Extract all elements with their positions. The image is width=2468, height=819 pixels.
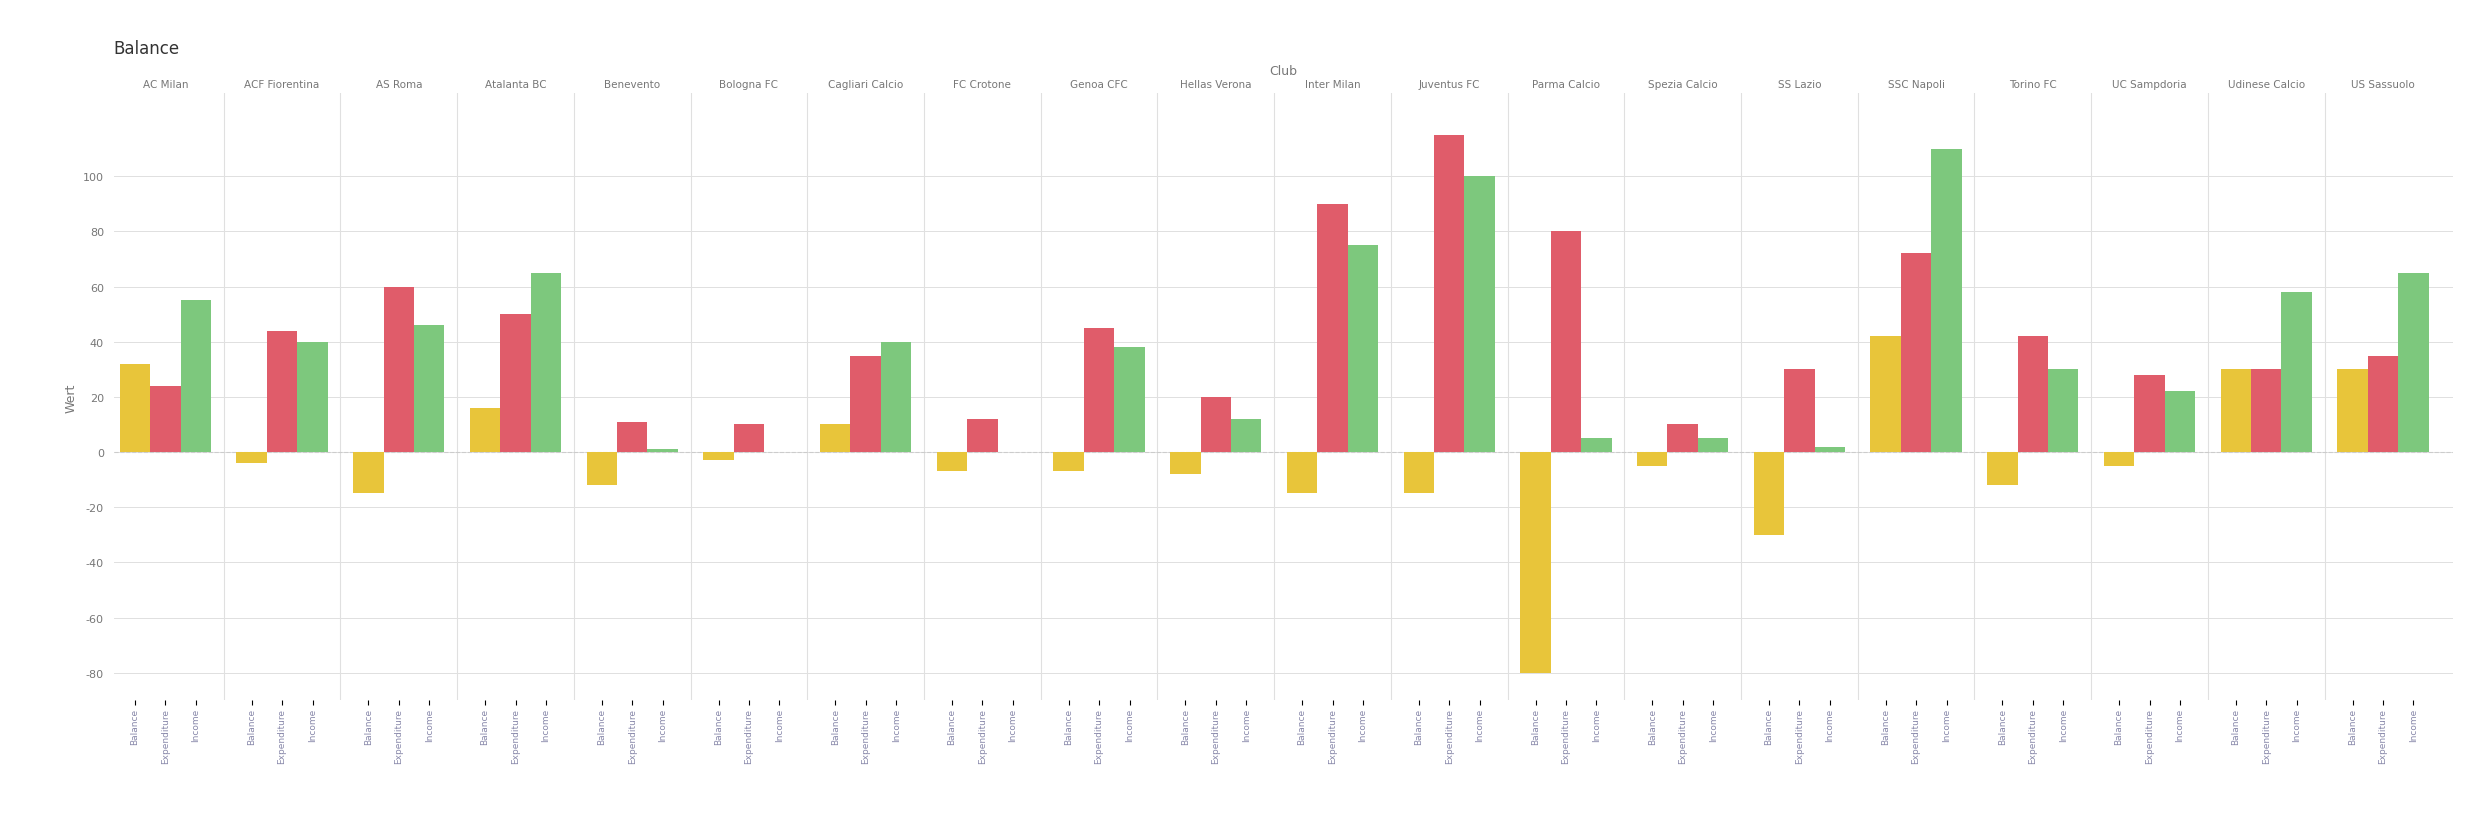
Bar — [851, 356, 881, 453]
Bar — [2280, 292, 2313, 453]
Bar — [647, 450, 679, 453]
Bar — [703, 453, 733, 461]
Bar — [1582, 439, 1612, 453]
Bar — [1404, 453, 1434, 494]
Bar — [1668, 425, 1698, 453]
Bar — [1286, 453, 1318, 494]
Bar — [1636, 453, 1668, 466]
Bar — [1318, 205, 1348, 453]
Bar — [353, 453, 383, 494]
Bar — [2164, 392, 2194, 453]
Bar — [967, 419, 997, 453]
Bar — [469, 409, 501, 453]
Bar — [1550, 232, 1582, 453]
Bar — [415, 326, 444, 453]
Bar — [2019, 337, 2048, 453]
Bar — [1434, 136, 1464, 453]
Bar — [1520, 453, 1550, 673]
Bar — [267, 331, 296, 453]
Bar — [1199, 397, 1232, 453]
Bar — [587, 453, 617, 486]
Bar — [121, 364, 151, 453]
Bar — [1698, 439, 1728, 453]
Bar — [2135, 375, 2164, 453]
Bar — [1054, 453, 1083, 472]
Bar — [1464, 177, 1496, 453]
Bar — [2367, 356, 2399, 453]
Bar — [938, 453, 967, 472]
Bar — [180, 301, 212, 453]
Bar — [1116, 348, 1145, 453]
Bar — [1900, 254, 1932, 453]
Bar — [501, 314, 531, 453]
Bar — [531, 274, 560, 453]
Bar — [819, 425, 851, 453]
Text: Balance: Balance — [114, 39, 180, 57]
Bar — [2103, 453, 2135, 466]
Bar — [2221, 370, 2251, 453]
Bar — [1083, 328, 1116, 453]
Bar — [1232, 419, 1261, 453]
Bar — [1170, 453, 1199, 474]
Bar — [1987, 453, 2019, 486]
Bar — [881, 342, 911, 453]
Y-axis label: Wert: Wert — [64, 382, 77, 412]
Bar — [617, 423, 647, 453]
Bar — [237, 453, 267, 464]
Bar — [296, 342, 328, 453]
Bar — [1755, 453, 1784, 535]
Bar — [383, 287, 415, 453]
Bar — [1871, 337, 1900, 453]
Bar — [1814, 447, 1846, 453]
Bar — [1348, 246, 1377, 453]
Bar — [1932, 149, 1962, 453]
Bar — [733, 425, 765, 453]
Bar — [2251, 370, 2280, 453]
Bar — [2048, 370, 2078, 453]
Bar — [2337, 370, 2367, 453]
Bar — [151, 387, 180, 453]
X-axis label: Club: Club — [1269, 65, 1298, 78]
Bar — [1784, 370, 1814, 453]
Bar — [2399, 274, 2429, 453]
